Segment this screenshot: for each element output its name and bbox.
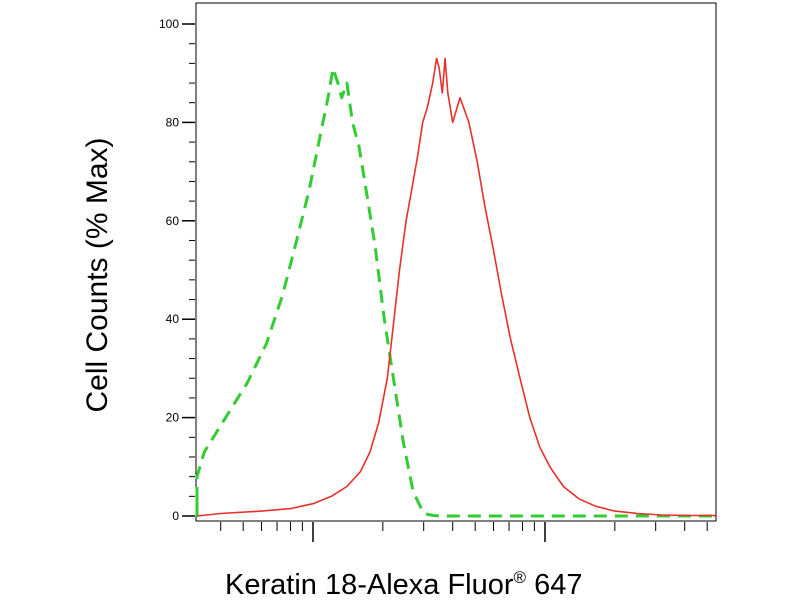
x-axis-label-main: Keratin 18-Alexa Fluor [225, 569, 514, 600]
y-axis: 0 20 40 60 80 100 [159, 17, 195, 523]
x-axis-label-superscript: ® [514, 568, 527, 587]
control-histogram-line [195, 66, 715, 518]
keratin-18-histogram-line [196, 57, 716, 517]
plot-frame [195, 2, 717, 522]
y-tick-label: 80 [166, 115, 180, 129]
series-layer [195, 57, 716, 518]
y-tick-label: 0 [172, 509, 179, 523]
x-axis-label: Keratin 18-Alexa Fluor® 647 [225, 568, 583, 600]
y-tick-label: 20 [166, 411, 180, 425]
y-tick-label: 100 [159, 17, 179, 31]
y-tick-label: 40 [166, 312, 180, 326]
y-tick-label: 60 [166, 214, 180, 228]
x-axis-label-suffix: 647 [526, 569, 582, 600]
x-axis [220, 522, 708, 542]
y-axis-label: Cell Counts (% Max) [81, 137, 114, 412]
